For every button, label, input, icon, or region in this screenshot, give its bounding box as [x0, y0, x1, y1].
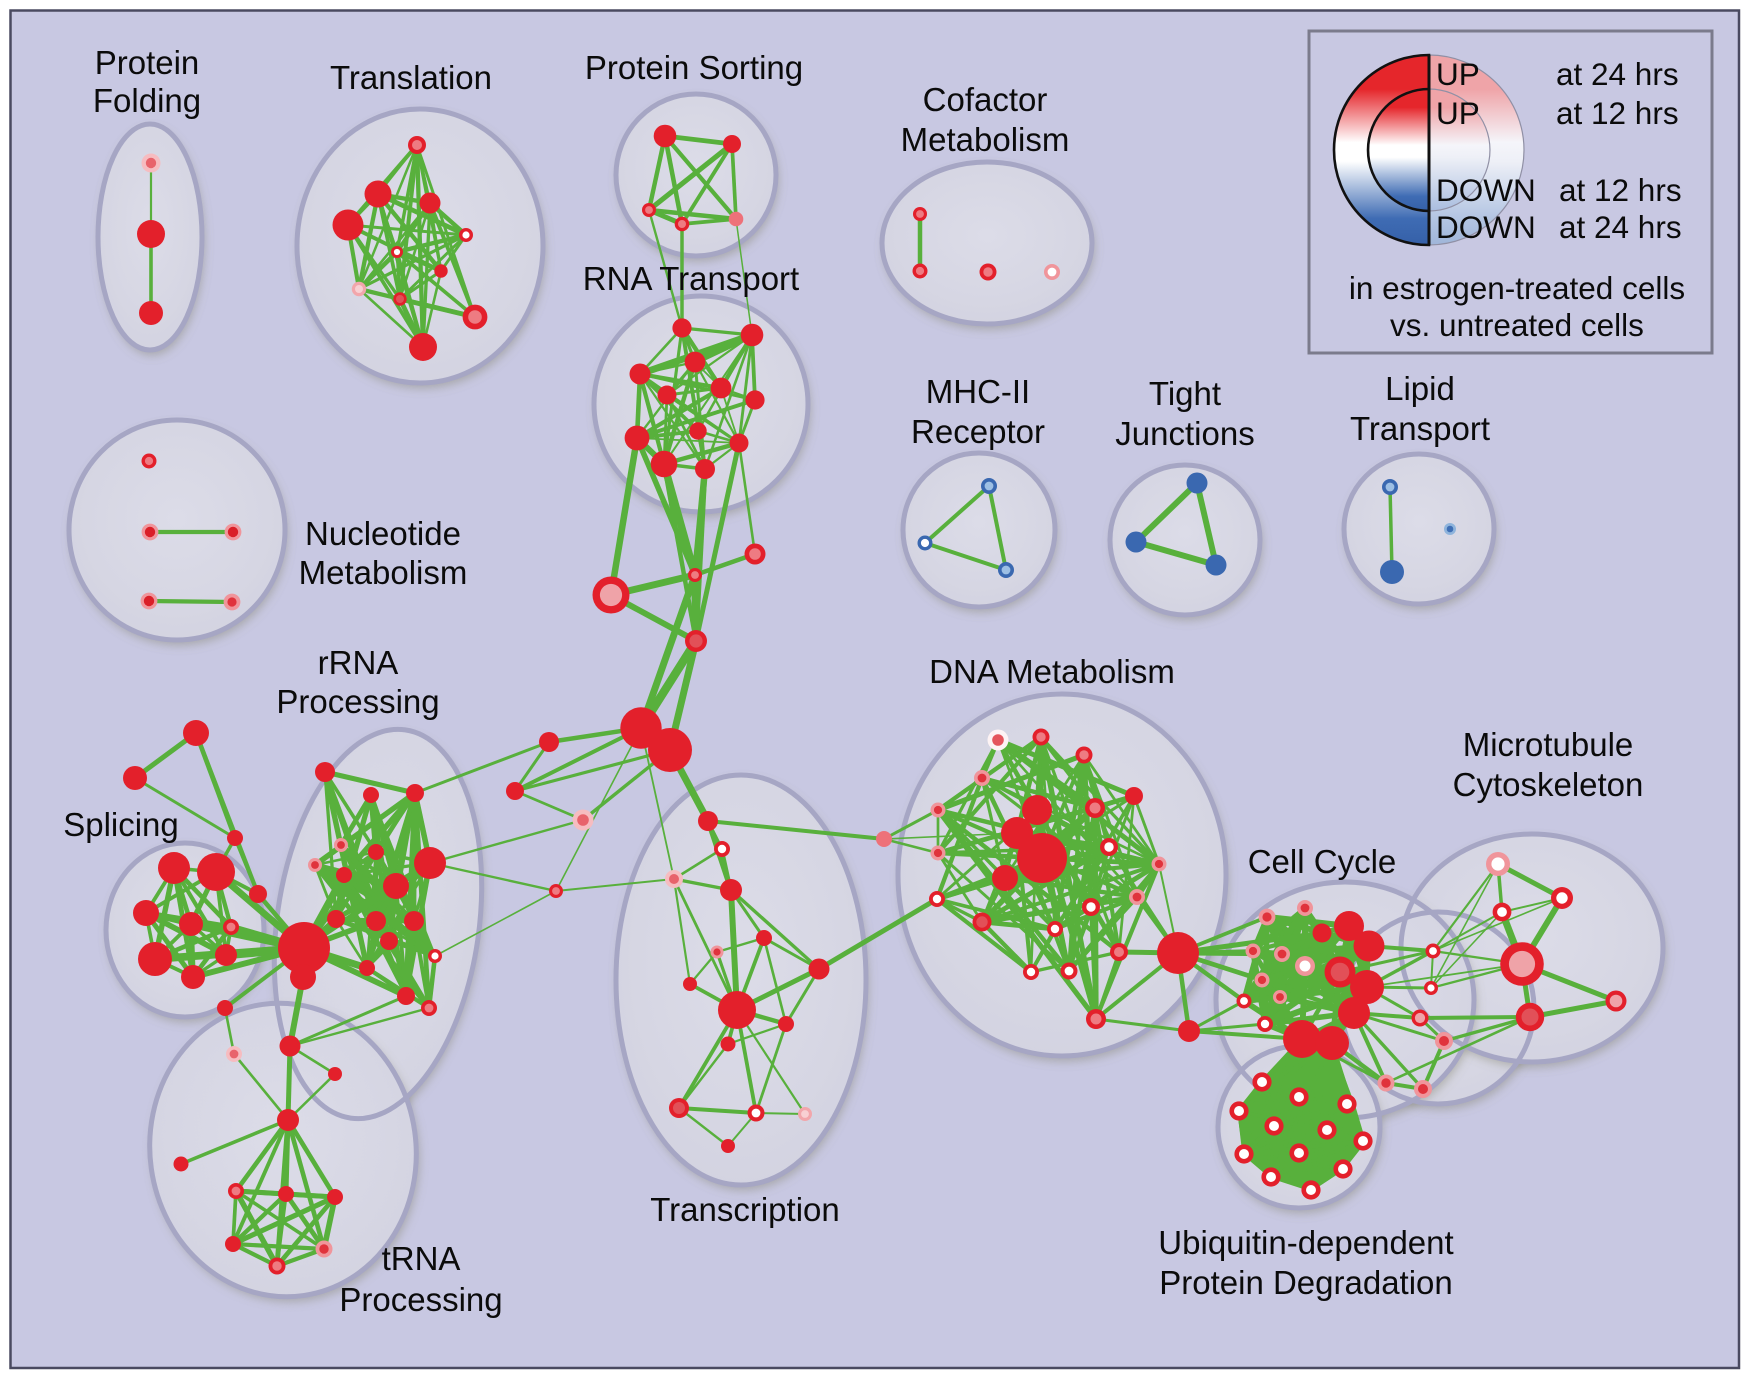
svg-text:RNA Transport: RNA Transport: [583, 260, 799, 297]
svg-text:Processing: Processing: [339, 1281, 502, 1318]
svg-text:Nucleotide: Nucleotide: [305, 515, 461, 552]
svg-text:Protein: Protein: [95, 44, 200, 81]
svg-text:Lipid: Lipid: [1385, 370, 1455, 407]
svg-text:Cytoskeleton: Cytoskeleton: [1453, 766, 1644, 803]
svg-text:Metabolism: Metabolism: [901, 121, 1070, 158]
svg-text:Ubiquitin-dependent: Ubiquitin-dependent: [1158, 1224, 1453, 1261]
svg-text:Receptor: Receptor: [911, 413, 1045, 450]
svg-text:at 12 hrs: at 12 hrs: [1559, 172, 1682, 208]
svg-text:Transcription: Transcription: [650, 1191, 840, 1228]
svg-text:Transport: Transport: [1350, 410, 1490, 447]
svg-text:Protein Degradation: Protein Degradation: [1159, 1264, 1453, 1301]
svg-text:MHC-II: MHC-II: [926, 373, 1030, 410]
svg-text:Translation: Translation: [330, 59, 492, 96]
svg-text:Tight: Tight: [1149, 375, 1221, 412]
svg-text:Protein Sorting: Protein Sorting: [585, 49, 803, 86]
svg-text:at 24 hrs: at 24 hrs: [1556, 56, 1679, 92]
svg-text:at 12 hrs: at 12 hrs: [1556, 95, 1679, 131]
svg-text:at 24 hrs: at 24 hrs: [1559, 209, 1682, 245]
svg-text:Processing: Processing: [276, 683, 439, 720]
svg-text:UP: UP: [1436, 95, 1480, 131]
svg-text:Folding: Folding: [93, 82, 201, 119]
svg-text:Junctions: Junctions: [1115, 415, 1254, 452]
svg-text:Cell Cycle: Cell Cycle: [1248, 843, 1397, 880]
svg-text:Microtubule: Microtubule: [1463, 726, 1634, 763]
svg-text:UP: UP: [1436, 56, 1480, 92]
svg-text:rRNA: rRNA: [318, 644, 399, 681]
svg-text:vs. untreated cells: vs. untreated cells: [1390, 307, 1644, 343]
svg-text:tRNA: tRNA: [382, 1240, 461, 1277]
svg-text:Metabolism: Metabolism: [299, 554, 468, 591]
svg-text:Cofactor: Cofactor: [923, 81, 1048, 118]
svg-text:in estrogen-treated cells: in estrogen-treated cells: [1349, 270, 1685, 306]
svg-text:DOWN: DOWN: [1436, 209, 1536, 245]
svg-text:Splicing: Splicing: [63, 806, 179, 843]
svg-text:DOWN: DOWN: [1436, 172, 1536, 208]
svg-text:DNA Metabolism: DNA Metabolism: [929, 653, 1175, 690]
